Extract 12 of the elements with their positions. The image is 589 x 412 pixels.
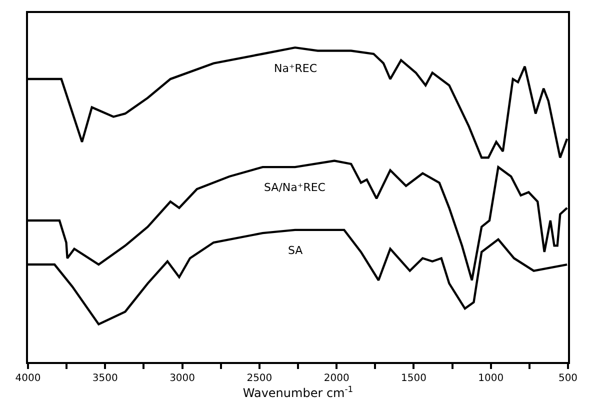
x-tick-label: 4000 — [15, 373, 41, 384]
x-tick-label: 500 — [558, 373, 578, 384]
series-label: SA — [288, 244, 304, 257]
series-label: Na⁺REC — [274, 62, 318, 75]
series-label: SA/Na⁺REC — [264, 181, 326, 194]
x-tick-label: 1000 — [478, 373, 504, 384]
x-tick-label: 3000 — [170, 373, 196, 384]
x-tick-label: 3500 — [92, 373, 118, 384]
x-tick-label: 2500 — [246, 373, 272, 384]
x-axis-title: Wavenumber cm$^{-1}$ — [242, 384, 354, 400]
x-tick-label: 2000 — [324, 373, 350, 384]
x-tick-label: 1500 — [400, 373, 426, 384]
